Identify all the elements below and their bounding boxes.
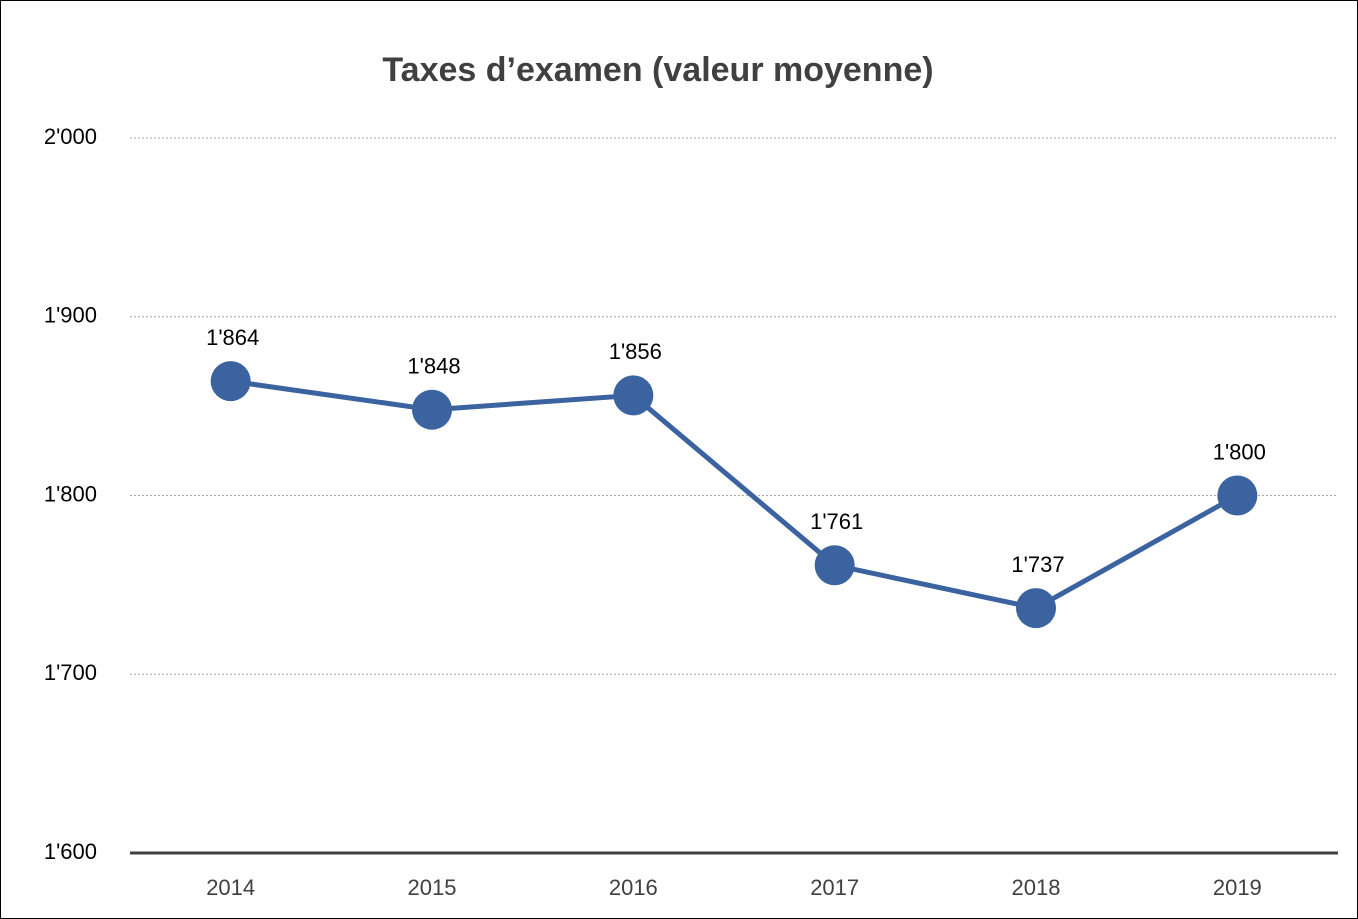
x-tick-label: 2015 bbox=[408, 875, 457, 900]
y-tick-label: 1'700 bbox=[44, 660, 97, 685]
chart-title: Taxes d’examen (valeur moyenne) bbox=[382, 51, 933, 89]
y-tick-label: 1'600 bbox=[44, 839, 97, 864]
data-label: 1'864 bbox=[206, 325, 259, 350]
x-tick-label: 2014 bbox=[206, 875, 255, 900]
x-tick-label: 2017 bbox=[810, 875, 859, 900]
data-point bbox=[613, 375, 654, 416]
data-point bbox=[412, 389, 452, 430]
data-label: 1'848 bbox=[407, 354, 460, 379]
x-tick-label: 2018 bbox=[1012, 875, 1061, 900]
data-point bbox=[1016, 588, 1056, 629]
data-label: 1'800 bbox=[1213, 439, 1266, 464]
x-tick-label: 2019 bbox=[1213, 875, 1262, 900]
y-tick-label: 1'900 bbox=[44, 303, 97, 328]
y-tick-label: 2'000 bbox=[44, 124, 97, 149]
data-point bbox=[210, 361, 251, 402]
data-label: 1'761 bbox=[810, 509, 863, 534]
series-line bbox=[230, 378, 1239, 611]
x-tick-label: 2016 bbox=[609, 875, 658, 900]
y-tick-label: 1'800 bbox=[44, 481, 97, 506]
data-point bbox=[814, 545, 855, 586]
data-point bbox=[1217, 475, 1258, 516]
data-label: 1'737 bbox=[1011, 552, 1064, 577]
data-label: 1'856 bbox=[609, 339, 662, 364]
